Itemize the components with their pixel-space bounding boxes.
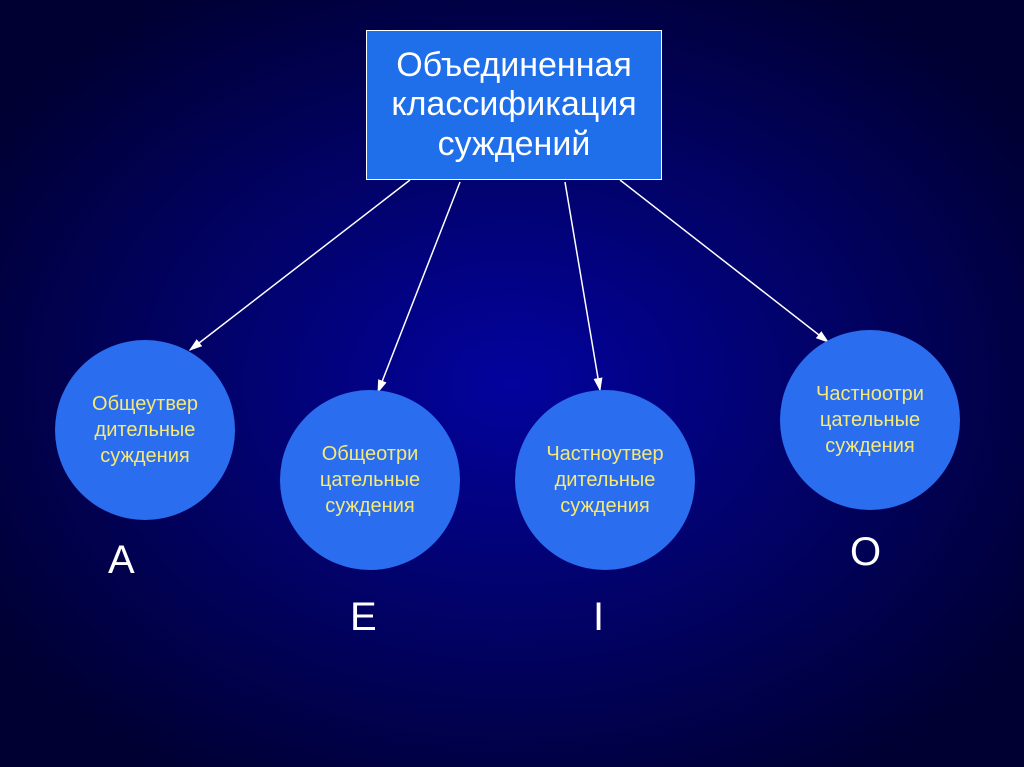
title-text: Объединенная классификация суждений [367,46,661,163]
diagram-stage: Объединенная классификация суждений Обще… [0,0,1024,767]
node-letter-o: O [850,530,881,575]
title-box: Объединенная классификация суждений [366,30,662,180]
node-label: Общеотрицательныесуждения [320,441,420,519]
node-e: Общеотрицательныесуждения [280,390,460,570]
node-letter-i: I [593,595,604,640]
node-letter-a: A [108,538,135,583]
node-o: Частноотрицательныесуждения [780,330,960,510]
node-i: Частноутвердительныесуждения [515,390,695,570]
node-a: Общеутвердительныесуждения [55,340,235,520]
node-label: Частноотрицательныесуждения [816,381,924,459]
node-label: Общеутвердительныесуждения [92,391,198,469]
node-letter-e: E [350,595,377,640]
node-label: Частноутвердительныесуждения [546,441,663,519]
